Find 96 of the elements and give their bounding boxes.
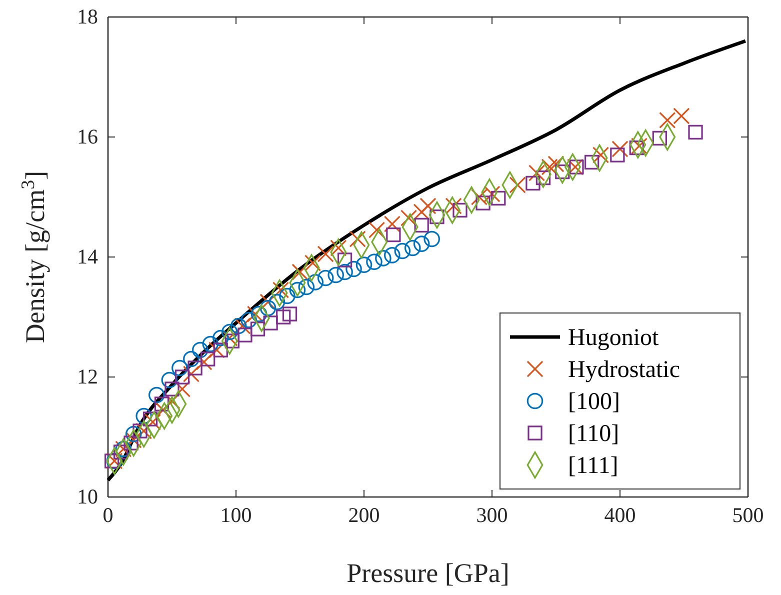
point <box>491 190 506 206</box>
point <box>349 230 366 248</box>
point <box>161 372 178 388</box>
legend-label: Hugoniot <box>568 325 659 351</box>
x-tick-label: 500 <box>732 502 764 527</box>
point <box>212 330 229 346</box>
point <box>292 264 308 280</box>
point <box>202 336 219 352</box>
point <box>213 342 228 358</box>
point <box>298 278 315 296</box>
point <box>240 312 257 328</box>
x-tick-label: 0 <box>102 502 114 527</box>
point <box>528 164 546 182</box>
point <box>304 254 322 272</box>
point <box>688 124 703 140</box>
point <box>282 306 298 322</box>
y-tick-label: 12 <box>77 364 98 389</box>
x-tick-label: 200 <box>348 502 380 527</box>
x-tick-label: 400 <box>604 502 636 527</box>
y-tick-label: 16 <box>77 124 98 149</box>
point <box>384 247 400 264</box>
point <box>192 342 208 358</box>
point <box>234 318 251 334</box>
point <box>172 360 188 376</box>
point <box>200 352 216 366</box>
point <box>250 322 266 336</box>
point <box>221 324 238 340</box>
point <box>154 396 170 412</box>
point <box>230 318 247 334</box>
point <box>541 158 558 176</box>
point <box>346 260 362 278</box>
point <box>289 282 306 298</box>
point <box>659 112 676 129</box>
point <box>336 264 353 280</box>
point <box>509 176 526 194</box>
point <box>476 196 490 210</box>
point <box>445 198 462 214</box>
y-tick-label: 10 <box>77 484 98 509</box>
point <box>652 130 667 146</box>
point <box>413 204 430 220</box>
point <box>279 288 296 304</box>
point <box>317 246 334 262</box>
point <box>610 148 625 162</box>
legend-label: [100] <box>568 389 620 415</box>
point <box>174 370 190 384</box>
point <box>328 266 344 284</box>
point <box>260 300 276 316</box>
point <box>414 218 429 233</box>
point <box>612 140 628 158</box>
point <box>366 254 382 270</box>
point <box>263 316 278 330</box>
point <box>673 108 690 124</box>
point <box>337 252 352 268</box>
point <box>424 230 440 248</box>
x-tick-label: 100 <box>220 502 252 527</box>
point <box>548 156 564 172</box>
legend-label: [110] <box>568 421 620 447</box>
point <box>125 426 142 442</box>
legend-label: Hydrostatic <box>568 357 680 383</box>
point <box>188 360 202 376</box>
point <box>394 242 411 260</box>
point <box>164 382 180 396</box>
point <box>272 282 290 298</box>
y-tick-label: 18 <box>77 4 98 29</box>
point <box>307 274 324 290</box>
point <box>368 222 386 238</box>
point <box>276 310 291 324</box>
point <box>470 188 488 206</box>
point <box>136 408 152 424</box>
point <box>386 227 401 242</box>
y-tick-label: 14 <box>77 244 98 269</box>
point <box>250 306 268 322</box>
point <box>356 256 372 273</box>
point <box>208 342 226 358</box>
point <box>144 414 162 430</box>
point <box>375 250 392 266</box>
point <box>384 216 400 232</box>
point <box>183 350 200 368</box>
point <box>404 240 421 256</box>
point <box>142 412 158 426</box>
point <box>148 386 165 404</box>
point <box>413 236 430 252</box>
point <box>196 354 212 370</box>
point <box>420 198 436 214</box>
point <box>400 210 418 226</box>
point <box>330 240 347 256</box>
x-axis-title: Pressure [GPa] <box>346 558 510 588</box>
point <box>260 294 276 310</box>
point <box>317 270 334 286</box>
point <box>238 328 252 342</box>
point <box>182 366 200 382</box>
point <box>268 294 286 310</box>
point <box>526 176 540 191</box>
legend-label: [111] <box>568 453 618 479</box>
x-tick-label: 300 <box>476 502 508 527</box>
point <box>592 146 610 164</box>
